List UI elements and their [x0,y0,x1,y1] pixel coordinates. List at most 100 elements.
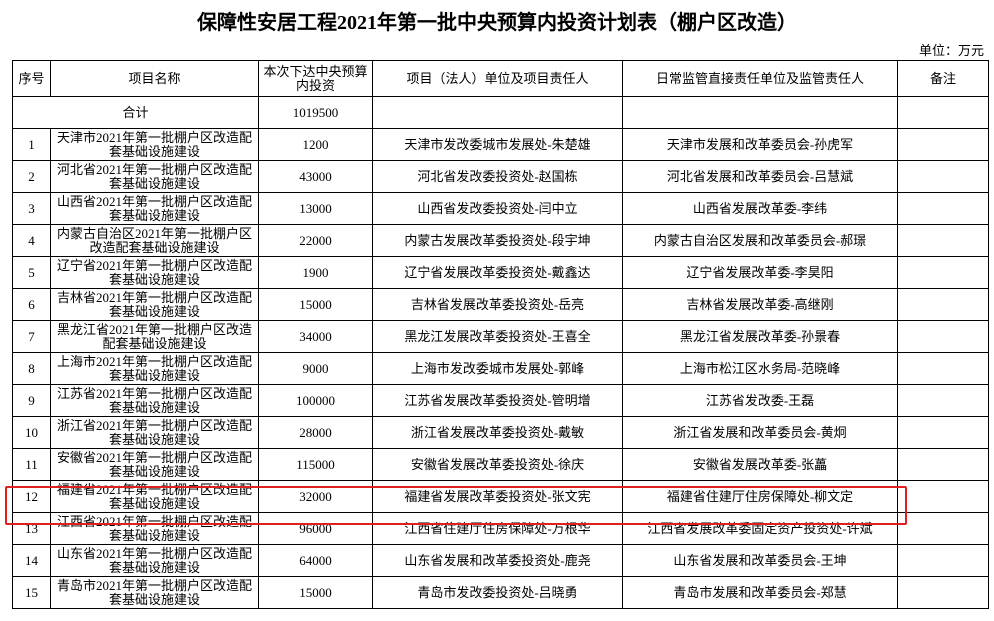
amount: 22000 [258,224,373,257]
remark-cell [897,224,989,257]
unit-note: 单位：万元 [918,43,984,58]
remark-cell [897,352,989,385]
project-name: 天津市2021年第一批棚户区改造配套基础设施建设 [50,128,259,161]
amount: 1900 [258,256,373,289]
project-unit: 江西省住建厅住房保障处-万根华 [372,512,623,545]
project-unit: 安徽省发展改革委投资处-徐庆 [372,448,623,481]
row-number: 3 [12,192,51,225]
remark-cell [897,256,989,289]
row-number: 2 [12,160,51,193]
table-row: 15 青岛市2021年第一批棚户区改造配套基础设施建设 15000 青岛市发改委投资处… [12,576,989,609]
table-row: 14 山东省2021年第一批棚户区改造配套基础设施建设 64000 山东省发展和改革委… [12,544,989,577]
project-unit: 内蒙古发展改革委投资处-段宇坤 [372,224,623,257]
remark-cell [897,160,989,193]
header-cell: 项目（法人）单位及项目责任人 [372,60,623,97]
project-unit: 河北省发改委投资处-赵国栋 [372,160,623,193]
amount: 9000 [258,352,373,385]
table-row: 7 黑龙江省2021年第一批棚户区改造配套基础设施建设 34000 黑龙江发展改革委投… [12,320,989,353]
remark-cell [897,320,989,353]
header-cell: 项目名称 [50,60,259,97]
total-row: 合计 1019500 [12,96,989,129]
supervisor: 黑龙江省发展改革委-孙景春 [622,320,898,353]
header-cell: 序号 [12,60,51,97]
remark-cell [897,192,989,225]
table-row: 13 江西省2021年第一批棚户区改造配套基础设施建设 96000 江西省住建厅住房保… [12,512,989,545]
amount: 15000 [258,288,373,321]
row-number: 9 [12,384,51,417]
supervisor: 江苏省发改委-王磊 [622,384,898,417]
amount: 115000 [258,448,373,481]
table-row: 8 上海市2021年第一批棚户区改造配套基础设施建设 9000 上海市发改委城市发展处… [12,352,989,385]
row-number: 10 [12,416,51,449]
row-number: 1 [12,128,51,161]
remark-cell [897,512,989,545]
row-number: 4 [12,224,51,257]
remark-cell [897,416,989,449]
supervisor: 天津市发展和改革委员会-孙虎军 [622,128,898,161]
header-row: 序号 项目名称 本次下达中央预算内投资 项目（法人）单位及项目责任人 日常监管直接责任单… [12,60,989,97]
project-name: 内蒙古自治区2021年第一批棚户区改造配套基础设施建设 [50,224,259,257]
row-number: 5 [12,256,51,289]
row-number: 15 [12,576,51,609]
table-row: 4 内蒙古自治区2021年第一批棚户区改造配套基础设施建设 22000 内蒙古发展改革… [12,224,989,257]
project-unit: 浙江省发展改革委投资处-戴敏 [372,416,623,449]
project-name: 山东省2021年第一批棚户区改造配套基础设施建设 [50,544,259,577]
plan-table: 序号 项目名称 本次下达中央预算内投资 项目（法人）单位及项目责任人 日常监管直接责任单… [12,60,989,609]
project-name: 河北省2021年第一批棚户区改造配套基础设施建设 [50,160,259,193]
project-unit: 黑龙江发展改革委投资处-王喜全 [372,320,623,353]
empty-cell [897,96,989,129]
table-row: 9 江苏省2021年第一批棚户区改造配套基础设施建设 100000 江苏省发展改革委投… [12,384,989,417]
amount: 15000 [258,576,373,609]
amount: 32000 [258,480,373,513]
project-unit: 山西省发改委投资处-闫中立 [372,192,623,225]
project-name: 上海市2021年第一批棚户区改造配套基础设施建设 [50,352,259,385]
title: 保障性安居工程2021年第一批中央预算内投资计划表（棚户区改造） [197,12,797,34]
supervisor: 吉林省发展改革委-高继刚 [622,288,898,321]
project-unit: 江苏省发展改革委投资处-管明增 [372,384,623,417]
project-unit: 上海市发改委城市发展处-郭峰 [372,352,623,385]
project-name: 辽宁省2021年第一批棚户区改造配套基础设施建设 [50,256,259,289]
row-number: 6 [12,288,51,321]
project-unit: 青岛市发改委投资处-吕晓勇 [372,576,623,609]
table-row: 3 山西省2021年第一批棚户区改造配套基础设施建设 13000 山西省发改委投资处-… [12,192,989,225]
empty-cell [372,96,623,129]
supervisor: 江西省发展改革委固定资产投资处-许斌 [622,512,898,545]
total-amount: 1019500 [258,96,373,129]
table-row: 5 辽宁省2021年第一批棚户区改造配套基础设施建设 1900 辽宁省发展改革委投资处… [12,256,989,289]
project-unit: 福建省发展改革委投资处-张文宪 [372,480,623,513]
project-name: 青岛市2021年第一批棚户区改造配套基础设施建设 [50,576,259,609]
row-number: 11 [12,448,51,481]
table-row: 12 福建省2021年第一批棚户区改造配套基础设施建设 32000 福建省发展改革委投… [12,480,989,513]
project-name: 江西省2021年第一批棚户区改造配套基础设施建设 [50,512,259,545]
project-unit: 吉林省发展改革委投资处-岳亮 [372,288,623,321]
empty-cell [622,96,898,129]
amount: 43000 [258,160,373,193]
supervisor: 辽宁省发展改革委-李昊阳 [622,256,898,289]
remark-cell [897,288,989,321]
project-name: 安徽省2021年第一批棚户区改造配套基础设施建设 [50,448,259,481]
amount: 64000 [258,544,373,577]
total-label: 合计 [12,96,259,129]
project-unit: 辽宁省发展改革委投资处-戴鑫达 [372,256,623,289]
amount: 28000 [258,416,373,449]
supervisor: 内蒙古自治区发展和改革委员会-郝璟 [622,224,898,257]
remark-cell [897,480,989,513]
amount: 96000 [258,512,373,545]
amount: 13000 [258,192,373,225]
row-number: 8 [12,352,51,385]
header-cell: 备注 [897,60,989,97]
project-unit: 山东省发展和改革委投资处-鹿尧 [372,544,623,577]
supervisor: 上海市松江区水务局-范晓峰 [622,352,898,385]
remark-cell [897,544,989,577]
table-row: 6 吉林省2021年第一批棚户区改造配套基础设施建设 15000 吉林省发展改革委投资… [12,288,989,321]
header-cell: 日常监管直接责任单位及监管责任人 [622,60,898,97]
row-number: 7 [12,320,51,353]
project-name: 福建省2021年第一批棚户区改造配套基础设施建设 [50,480,259,513]
project-name: 山西省2021年第一批棚户区改造配套基础设施建设 [50,192,259,225]
project-unit: 天津市发改委城市发展处-朱楚雄 [372,128,623,161]
project-name: 江苏省2021年第一批棚户区改造配套基础设施建设 [50,384,259,417]
project-name: 吉林省2021年第一批棚户区改造配套基础设施建设 [50,288,259,321]
supervisor: 安徽省发展改革委-张藟 [622,448,898,481]
supervisor: 浙江省发展和改革委员会-黄炯 [622,416,898,449]
